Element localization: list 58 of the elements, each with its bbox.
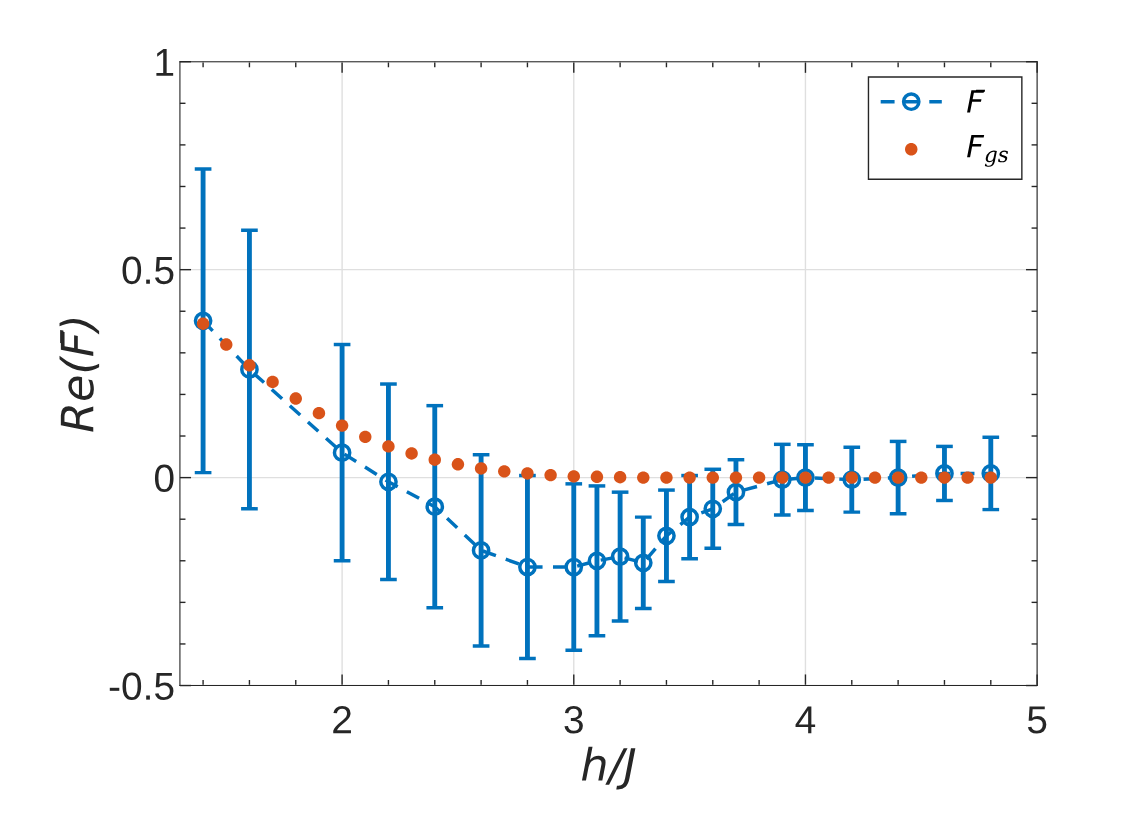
point	[752, 471, 766, 484]
y-axis-title: Re(F̄)	[59, 318, 100, 432]
point	[981, 464, 1001, 483]
point	[822, 471, 835, 484]
point	[590, 470, 604, 483]
point	[842, 470, 862, 490]
x-tick-label: 3	[564, 706, 583, 734]
point	[657, 526, 676, 546]
point	[587, 551, 607, 571]
point	[610, 547, 630, 566]
point	[729, 471, 743, 484]
point	[567, 470, 580, 483]
point	[868, 471, 882, 484]
point	[703, 499, 723, 519]
point	[935, 464, 954, 483]
point	[240, 360, 259, 379]
point	[518, 557, 537, 577]
point	[332, 443, 352, 463]
point	[335, 419, 349, 432]
point	[266, 375, 279, 389]
point	[451, 458, 465, 471]
point	[521, 467, 534, 480]
point	[633, 553, 653, 573]
y-tick-label: 0.5	[122, 256, 174, 285]
point	[915, 471, 928, 484]
point	[660, 471, 673, 484]
x-tick-label: 4	[795, 706, 816, 734]
point	[706, 471, 719, 484]
legend-label: F$_{gs}$	[967, 134, 1009, 167]
point	[405, 447, 418, 460]
point	[471, 541, 491, 560]
legend-label: F̄	[967, 89, 986, 113]
point	[312, 406, 326, 420]
point	[683, 471, 696, 484]
point	[474, 462, 488, 475]
x-axis-title: h/J	[581, 746, 636, 790]
point	[637, 471, 650, 484]
y-tick-label: -0.5	[109, 672, 174, 701]
point	[193, 311, 213, 331]
point	[379, 472, 398, 492]
y-tick-label: 1	[156, 49, 174, 76]
point	[564, 557, 584, 577]
x-tick-label: 5	[1027, 706, 1047, 734]
point	[772, 470, 792, 490]
point	[498, 465, 511, 478]
point	[425, 497, 445, 517]
point	[726, 482, 746, 502]
point	[220, 338, 233, 351]
x-tick-label: 2	[333, 706, 351, 734]
point	[961, 471, 974, 484]
point	[680, 507, 699, 527]
point	[359, 430, 372, 444]
point	[382, 440, 395, 453]
point	[613, 470, 627, 484]
y-tick-label: 0	[154, 464, 174, 493]
point	[544, 468, 557, 482]
point	[428, 453, 441, 466]
point	[289, 392, 302, 405]
